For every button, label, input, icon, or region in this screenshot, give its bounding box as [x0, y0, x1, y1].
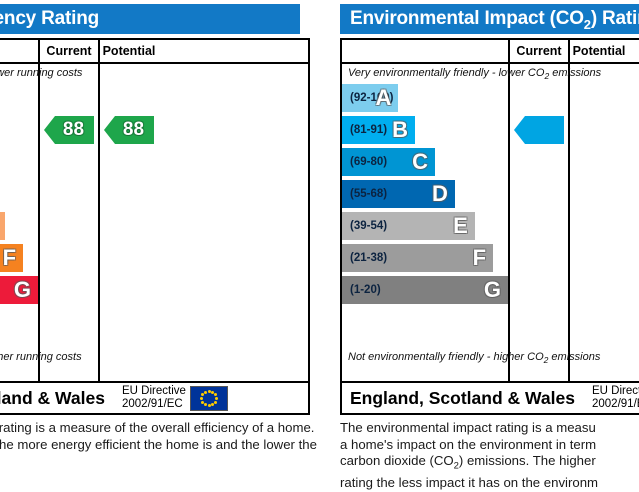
- eu-star-icon: [201, 393, 205, 397]
- band-row-f: (21-38)F: [0, 244, 24, 272]
- right-column-divider-1: [508, 40, 510, 381]
- right-eu-directive-line2: 2002/91/EC: [592, 398, 639, 410]
- right-chart-header-row: Current Potential: [342, 40, 639, 64]
- environmental-impact-rating-panel: Environmental Impact (CO2) Rating Curren…: [320, 0, 639, 490]
- right-note-top-subscript: 2: [544, 71, 550, 82]
- band-range-a: (92-100): [350, 92, 394, 104]
- band-range-g: (1-20): [350, 284, 381, 296]
- band-letter-g: G: [483, 277, 501, 302]
- left-region-label: England, Scotland & Wales: [0, 388, 105, 408]
- left-eu-directive-label: EU Directive 2002/91/EC: [122, 385, 186, 411]
- right-chart-title-after: ) Rating: [590, 8, 639, 29]
- band-range-b: (81-91): [350, 124, 388, 136]
- band-letter-b: B: [392, 117, 409, 142]
- band-range-e: (39-54): [350, 220, 388, 232]
- eu-flag-icon: [190, 386, 228, 411]
- band-letter-f: F: [2, 245, 17, 270]
- left-chart-blurb: The energy efficiency rating is a measur…: [0, 420, 317, 452]
- right-chart-title-subscript: 2: [583, 16, 591, 32]
- eu-star-icon: [207, 389, 211, 393]
- right-chart-title-before: Environmental Impact (CO: [350, 8, 584, 29]
- left-column-divider-2: [98, 40, 100, 381]
- band-row-a: (92-100) A: [342, 84, 399, 112]
- left-note-bottom: Not energy efficient - higher running co…: [0, 351, 82, 363]
- left-note-top: Very energy efficient - lower running co…: [0, 67, 83, 79]
- left-chart-title: Energy Efficiency Rating: [0, 4, 300, 34]
- right-band-list: (92-100) A (81-91) B (69-80) C (55-68) D (39-54)…: [342, 84, 508, 308]
- right-note-bottom-after: emissions: [548, 351, 601, 363]
- right-chart-table: Current Potential Very environmentally f…: [340, 38, 639, 383]
- band-row-e: (39-54)E: [0, 212, 5, 240]
- right-note-top: Very environmentally friendly - lower CO…: [348, 67, 601, 81]
- right-chart-footer: England, Scotland & Wales EU Directive 2…: [340, 383, 639, 415]
- right-note-bottom-before: Not environmentally friendly - higher CO: [348, 351, 544, 363]
- right-note-bottom: Not environmentally friendly - higher CO…: [348, 351, 600, 365]
- left-column-divider-1: [38, 40, 40, 381]
- band-letter-g: G: [13, 277, 31, 302]
- right-blurb-line4: rating the less impact it has on the env…: [340, 475, 599, 491]
- energy-efficiency-rating-panel: Energy Efficiency Rating Current Potenti…: [0, 0, 320, 480]
- left-chart-header-row: Current Potential: [0, 40, 308, 64]
- eu-star-icon: [211, 403, 215, 407]
- left-current-rating-marker: 88: [44, 116, 94, 144]
- right-column-divider-2: [568, 40, 570, 381]
- eu-star-icon: [200, 397, 204, 400]
- right-blurb-line1: The environmental impact rating is a mea…: [340, 420, 596, 435]
- right-region-label: England, Scotland & Wales: [350, 388, 575, 408]
- band-range-d: (55-68): [350, 188, 388, 200]
- right-eu-directive-label: EU Directive 2002/91/EC: [592, 385, 639, 411]
- left-eu-directive-line1: EU Directive: [122, 385, 186, 397]
- left-potential-rating-marker: 88: [104, 116, 154, 144]
- eu-star-icon: [201, 400, 205, 404]
- right-current-column-header: Current: [516, 44, 562, 58]
- band-letter-d: D: [431, 181, 448, 206]
- band-letter-c: C: [412, 149, 428, 174]
- left-chart-footer: England, Scotland & Wales EU Directive 2…: [0, 383, 310, 415]
- right-blurb-line3-after: ) emissions. The higher: [458, 453, 596, 468]
- left-potential-column-header: Potential: [102, 44, 156, 58]
- eu-star-icon: [214, 397, 218, 400]
- band-range-f: (21-38): [350, 252, 388, 264]
- eu-star-icon: [213, 393, 217, 397]
- left-band-list: (92-100)A(81-91)B(69-80)C(55-68)D(39-54)…: [0, 84, 38, 308]
- band-row-f: (21-38) F: [342, 244, 494, 272]
- band-row-e: (39-54) E: [342, 212, 475, 240]
- left-current-column-header: Current: [46, 44, 92, 58]
- right-blurb-line3-before: carbon dioxide (CO: [340, 453, 454, 468]
- eu-star-icon: [211, 390, 215, 394]
- right-note-bottom-subscript: 2: [543, 355, 549, 366]
- band-row-g: (1-20)G: [0, 276, 38, 304]
- right-blurb-subscript: 2: [453, 460, 459, 472]
- band-row-b: (81-91) B: [342, 116, 416, 144]
- eu-star-icon: [203, 403, 207, 407]
- right-eu-directive-line1: EU Directive: [592, 385, 639, 397]
- right-current-rating-marker: [514, 116, 564, 144]
- right-note-top-after: emissions: [549, 67, 602, 79]
- eu-star-icon: [207, 404, 211, 408]
- band-row-g: (1-20) G: [342, 276, 508, 304]
- band-letter-a: A: [375, 85, 392, 110]
- right-blurb-line2: a home's impact on the environment in te…: [340, 436, 597, 452]
- right-potential-column-header: Potential: [572, 44, 626, 58]
- left-chart-table: Current Potential Very energy efficient …: [0, 38, 310, 383]
- right-note-top-before: Very environmentally friendly - lower CO: [348, 67, 545, 79]
- band-letter-f: F: [472, 245, 487, 270]
- left-eu-directive-line2: 2002/91/EC: [122, 398, 183, 410]
- band-letter-e: E: [453, 213, 468, 238]
- band-range-c: (69-80): [350, 156, 388, 168]
- band-row-c: (69-80) C: [342, 148, 435, 176]
- right-chart-title: Environmental Impact (CO2) Rating: [340, 4, 639, 34]
- band-row-d: (55-68) D: [342, 180, 455, 208]
- eu-star-icon: [213, 400, 217, 404]
- eu-star-icon: [203, 390, 207, 394]
- right-chart-blurb: The environmental impact rating is a mea…: [340, 420, 639, 492]
